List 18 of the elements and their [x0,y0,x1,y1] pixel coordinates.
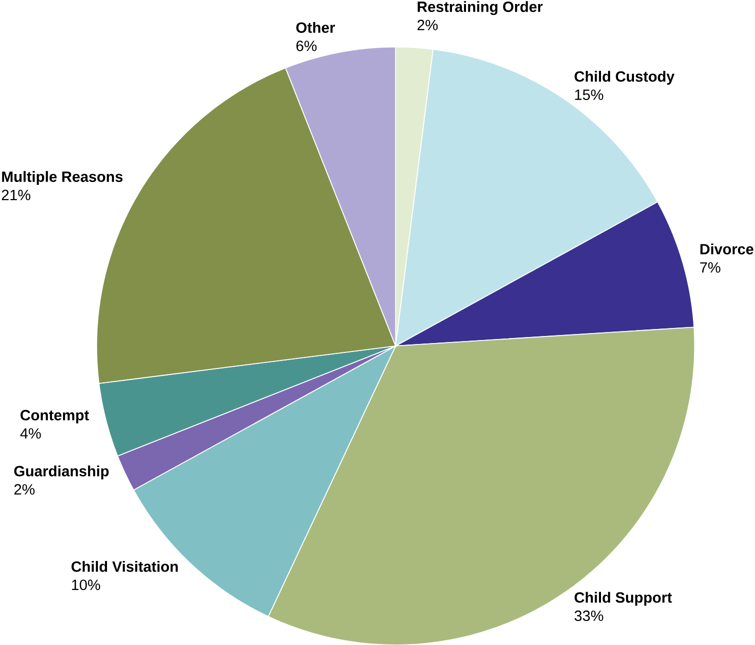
data-label: 21% [2,190,30,200]
slice-label: Restraining Order [418,0,543,15]
data-label: 2% [418,20,438,30]
data-label: 15% [575,89,604,100]
slice-label: Divorce [700,243,754,254]
data-label: 7% [700,262,720,272]
slice-label: Guardianship [14,465,109,480]
slice-label: Child Custody [574,70,674,85]
slice-label: Other [296,22,336,33]
slice-label: Contempt [20,410,89,424]
slice-label: Child Support [574,592,672,606]
data-label: 4% [20,428,41,438]
data-label: 6% [296,40,317,51]
data-label: 2% [14,484,35,494]
slice-label: Multiple Reasons [2,170,123,185]
slice-label: Child Visitation [72,560,178,572]
data-label: 33% [574,610,604,621]
data-label: 10% [72,579,100,590]
